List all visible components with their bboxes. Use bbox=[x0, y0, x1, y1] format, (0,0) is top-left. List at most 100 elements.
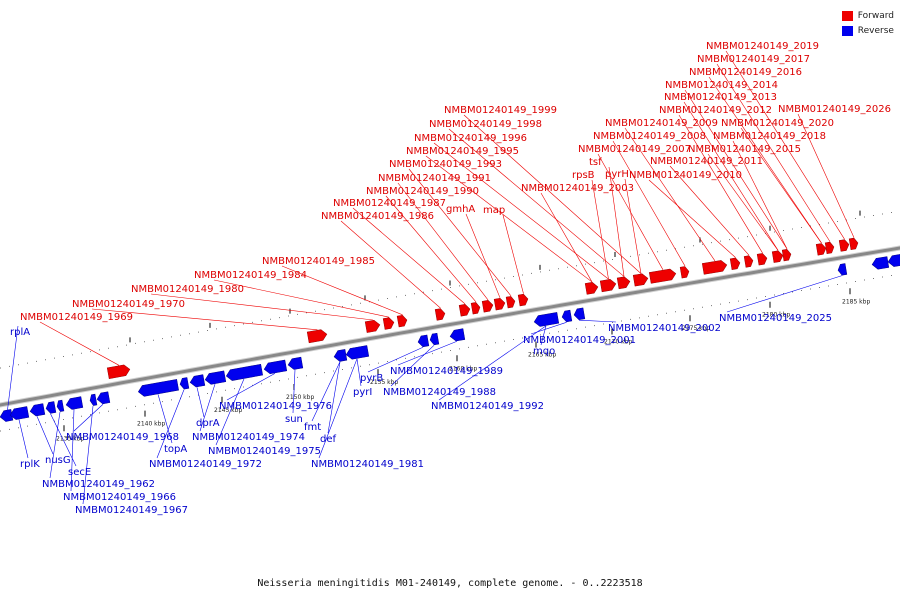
forward-label-leader bbox=[448, 128, 625, 277]
reverse-gene-label: dprA bbox=[196, 418, 220, 429]
reverse-label-leader bbox=[327, 361, 341, 434]
reverse-gene-label: NMBM01240149_1992 bbox=[431, 401, 544, 412]
reverse-gene-arrow bbox=[29, 403, 46, 417]
forward-gene-label: NMBM01240149_2026 bbox=[778, 104, 891, 115]
legend-forward: Forward bbox=[841, 8, 894, 23]
reverse-gene-arrow bbox=[561, 309, 573, 323]
forward-gene-arrow bbox=[493, 297, 506, 311]
reverse-label-leader bbox=[82, 406, 94, 505]
forward-gene-label: pyrH bbox=[605, 169, 629, 180]
forward-gene-label: NMBM01240149_1980 bbox=[131, 284, 244, 295]
forward-gene-arrow bbox=[584, 282, 599, 295]
reverse-gene-arrow bbox=[887, 253, 900, 267]
forward-label-leader bbox=[340, 220, 441, 309]
forward-gene-label: NMBM01240149_1986 bbox=[321, 211, 434, 222]
forward-gene-label: NMBM01240149_2007 bbox=[578, 144, 691, 155]
forward-gene-label: NMBM01240149_2017 bbox=[697, 54, 810, 65]
tick-label: 2165 kbp bbox=[528, 352, 556, 359]
reverse-gene-label: NMBM01240149_1989 bbox=[390, 366, 503, 377]
reverse-gene-label: mqo bbox=[533, 346, 555, 357]
forward-gene-arrow bbox=[517, 293, 529, 307]
forward-gene-label: NMBM01240149_1999 bbox=[444, 105, 557, 116]
reverse-gene-label: NMBM01240149_1972 bbox=[149, 459, 262, 470]
reverse-label-leader bbox=[49, 411, 61, 479]
reverse-gene-label: rplK bbox=[20, 459, 40, 470]
forward-gene-label: map bbox=[483, 205, 505, 216]
reverse-gene-arrow bbox=[45, 401, 57, 414]
reverse-gene-arrow bbox=[345, 345, 370, 360]
reverse-label-leader bbox=[215, 378, 245, 446]
reverse-label-leader bbox=[367, 346, 424, 373]
forward-gene-arrow bbox=[505, 296, 516, 309]
forward-label-leader bbox=[465, 213, 501, 298]
reverse-gene-label: NMBM01240149_1976 bbox=[219, 401, 332, 412]
forward-swatch bbox=[841, 10, 853, 21]
reverse-gene-arrow bbox=[204, 370, 227, 385]
reverse-gene-label: NMBM01240149_2002 bbox=[608, 323, 721, 334]
reverse-gene-arrow bbox=[89, 393, 98, 406]
forward-gene-label: NMBM01240149_1987 bbox=[333, 198, 446, 209]
forward-label-leader bbox=[608, 166, 625, 277]
forward-gene-label: NMBM01240149_2015 bbox=[688, 144, 801, 155]
forward-gene-label: NMBM01240149_1984 bbox=[194, 270, 307, 281]
forward-gene-arrow bbox=[382, 317, 395, 330]
forward-gene-label: NMBM01240149_1998 bbox=[429, 119, 542, 130]
tick-label: 2175 kbp bbox=[682, 325, 710, 332]
reverse-gene-arrow bbox=[96, 391, 111, 405]
reverse-gene-label: fmt bbox=[304, 422, 321, 433]
forward-label-leader bbox=[716, 63, 831, 242]
forward-gene-label: NMBM01240149_2008 bbox=[593, 131, 706, 142]
forward-gene-label: rpsB bbox=[572, 170, 595, 181]
forward-gene-arrow bbox=[815, 243, 827, 256]
reverse-label-leader bbox=[196, 387, 205, 418]
forward-label-leader bbox=[624, 127, 716, 262]
reverse-label-leader bbox=[36, 416, 54, 455]
forward-gene-arrow bbox=[458, 304, 471, 317]
forward-gene-label: NMBM01240149_1985 bbox=[262, 256, 375, 267]
forward-label-leader bbox=[540, 192, 593, 283]
reverse-gene-label: pyrI bbox=[353, 387, 372, 398]
forward-gene-arrow bbox=[838, 239, 850, 252]
forward-gene-label: NMBM01240149_2016 bbox=[689, 67, 802, 78]
forward-label-leader bbox=[597, 153, 664, 270]
reverse-gene-label: NMBM01240149_1975 bbox=[208, 446, 321, 457]
reverse-gene-arrow bbox=[573, 307, 586, 321]
forward-label-leader bbox=[281, 265, 403, 316]
forward-gene-arrow bbox=[648, 268, 677, 284]
reverse-label-leader bbox=[578, 319, 617, 323]
forward-gene-label: NMBM01240149_2003 bbox=[521, 183, 634, 194]
forward-gene-label: NMBM01240149_2018 bbox=[713, 131, 826, 142]
reverse-gene-label: pyrB bbox=[360, 373, 383, 384]
reverse-gene-label: sun bbox=[285, 414, 303, 425]
reverse-label-leader bbox=[390, 345, 435, 387]
reverse-gene-arrow bbox=[417, 334, 430, 348]
tick-label: 2135 kbp bbox=[56, 435, 84, 442]
forward-gene-label: NMBM01240149_1996 bbox=[414, 133, 527, 144]
reverse-gene-label: rplA bbox=[10, 327, 30, 338]
forward-guide-track bbox=[0, 210, 900, 369]
tick-label: 2145 kbp bbox=[214, 407, 242, 414]
forward-gene-arrow bbox=[756, 253, 768, 266]
tick-label: 2185 kbp bbox=[842, 298, 870, 305]
forward-gene-label: tsf bbox=[589, 157, 602, 168]
forward-label-leader bbox=[684, 89, 788, 249]
reverse-gene-arrow bbox=[56, 399, 65, 412]
legend: Forward Reverse bbox=[841, 8, 894, 38]
reverse-gene-arrow bbox=[65, 396, 84, 410]
reverse-gene-label: NMBM01240149_1967 bbox=[75, 505, 188, 516]
forward-label-leader bbox=[624, 178, 642, 274]
reverse-gene-label: topA bbox=[164, 444, 187, 455]
forward-gene-label: NMBM01240149_1993 bbox=[389, 159, 502, 170]
reverse-gene-label: NMBM01240149_1988 bbox=[383, 387, 496, 398]
forward-gene-arrow bbox=[306, 329, 328, 344]
forward-gene-label: NMBM01240149_1990 bbox=[366, 186, 479, 197]
reverse-label-leader bbox=[318, 358, 358, 459]
forward-gene-arrow bbox=[434, 308, 446, 321]
reverse-label-leader bbox=[226, 373, 276, 401]
forward-gene-arrow bbox=[729, 257, 741, 270]
forward-gene-arrow bbox=[364, 319, 381, 333]
forward-gene-label: NMBM01240149_2020 bbox=[721, 118, 834, 129]
forward-label-leader bbox=[740, 127, 822, 244]
reverse-label-leader bbox=[530, 322, 567, 335]
reverse-gene-label: NMBM01240149_1962 bbox=[42, 479, 155, 490]
